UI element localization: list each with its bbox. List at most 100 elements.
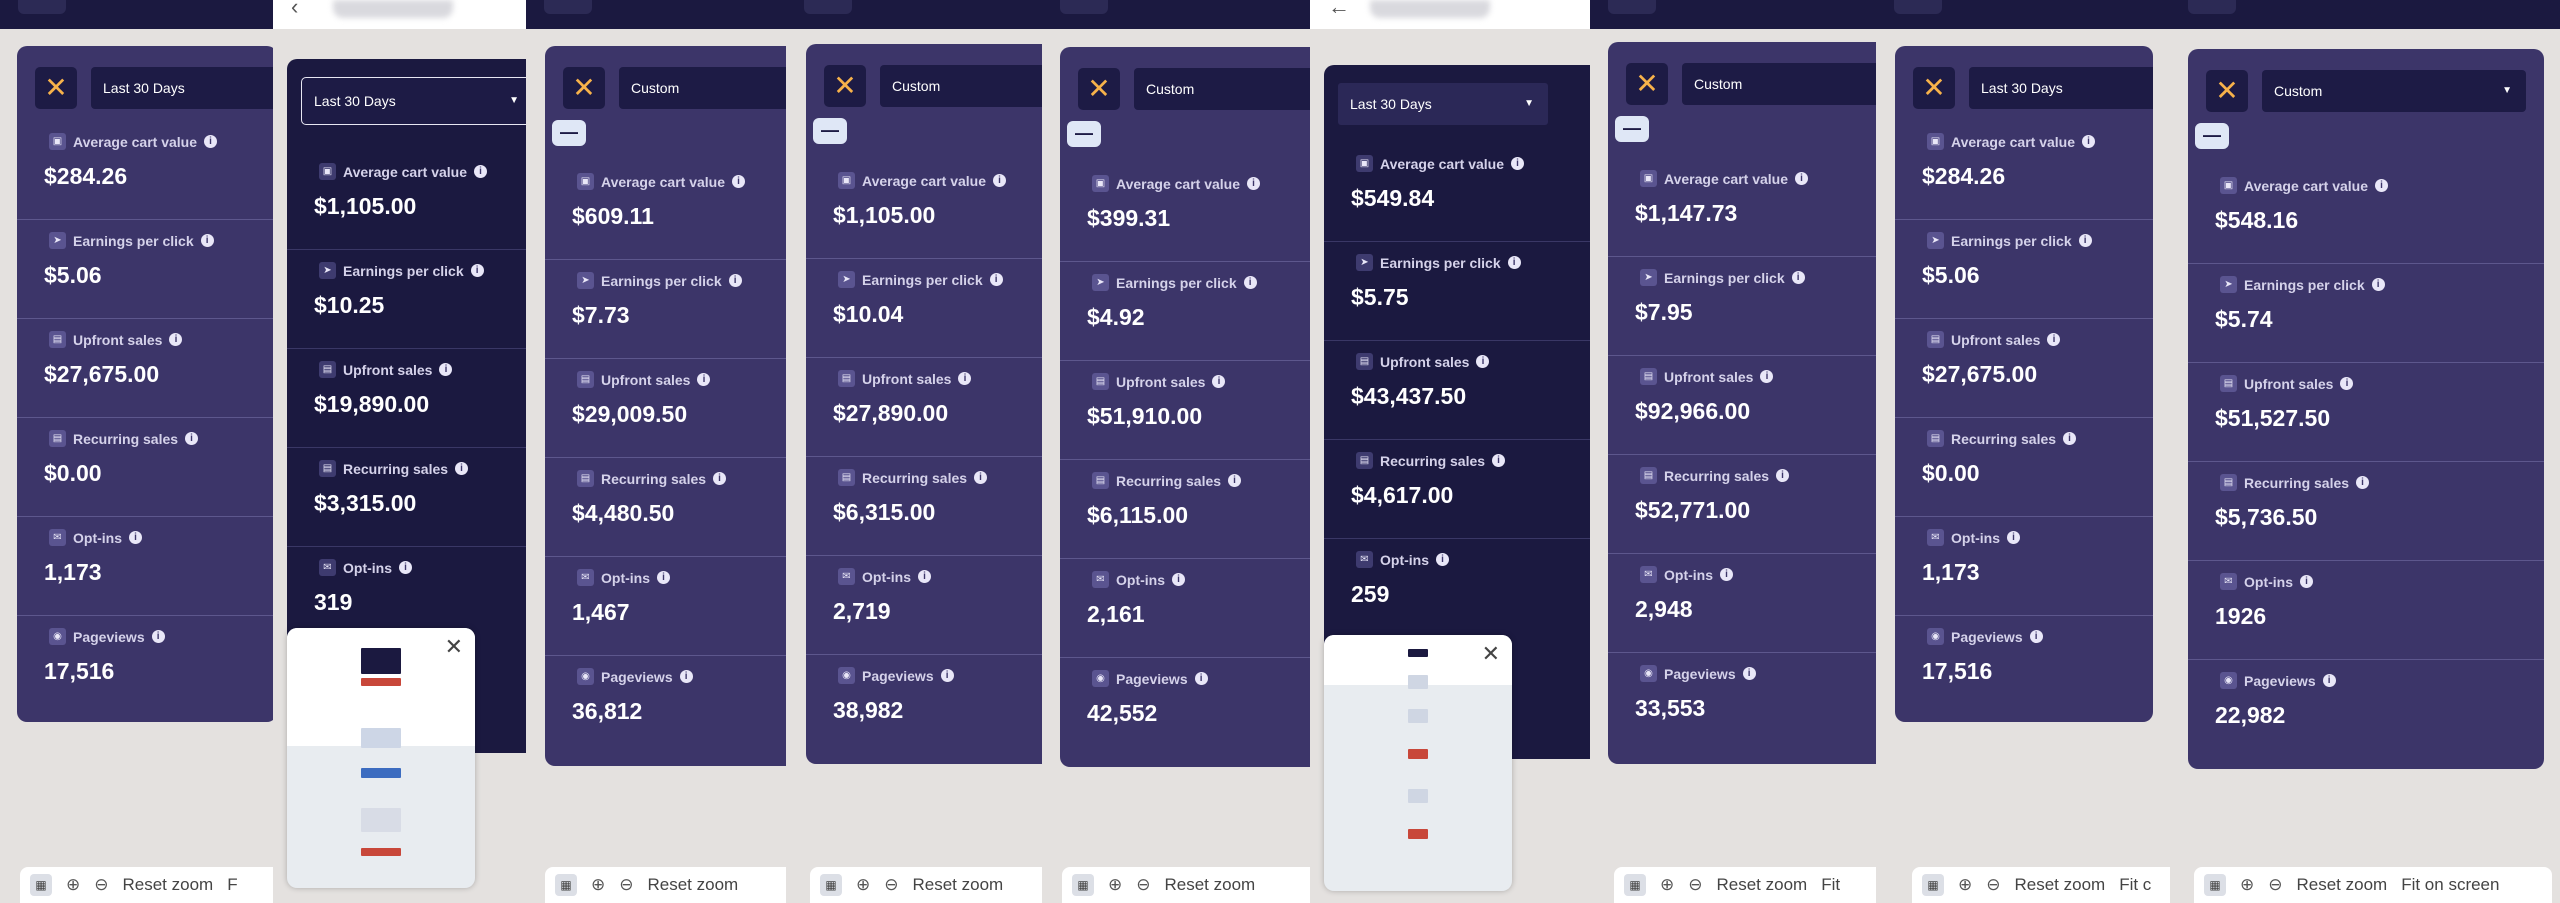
info-icon[interactable]: i bbox=[1791, 271, 1805, 284]
info-icon[interactable]: i bbox=[204, 135, 217, 148]
info-icon[interactable]: i bbox=[1194, 672, 1208, 685]
info-icon[interactable]: i bbox=[169, 333, 183, 346]
date-range-select[interactable]: Last 30 Days ▼ bbox=[301, 77, 526, 125]
top-bar-button[interactable] bbox=[544, 0, 592, 14]
date-range-select[interactable]: Custom bbox=[1682, 63, 1876, 105]
date-range-select[interactable]: Last 30 Days bbox=[1969, 67, 2153, 109]
info-icon[interactable]: i bbox=[470, 264, 484, 277]
top-bar-button[interactable] bbox=[1060, 0, 1108, 14]
info-icon[interactable]: i bbox=[1247, 177, 1260, 190]
info-icon[interactable]: i bbox=[200, 234, 214, 247]
info-icon[interactable]: i bbox=[657, 571, 670, 584]
fit-on-screen-button[interactable]: Fit on screen bbox=[2401, 875, 2500, 894]
map-icon[interactable]: ▦ bbox=[30, 874, 52, 896]
zoom-in-icon[interactable]: ⊕ bbox=[591, 875, 606, 894]
collapse-minus-icon[interactable]: — bbox=[1067, 121, 1101, 147]
map-icon[interactable]: ▦ bbox=[1072, 874, 1094, 896]
info-icon[interactable]: i bbox=[2375, 179, 2388, 192]
info-icon[interactable]: i bbox=[399, 561, 412, 574]
date-range-select[interactable]: Last 30 Days ▼ bbox=[1338, 83, 1548, 125]
info-icon[interactable]: i bbox=[1720, 568, 1733, 581]
zoom-in-icon[interactable]: ⊕ bbox=[1108, 875, 1123, 894]
collapse-minus-icon[interactable]: — bbox=[2195, 123, 2229, 149]
collapse-minus-icon[interactable]: — bbox=[1615, 116, 1649, 142]
zoom-out-icon[interactable]: ⊖ bbox=[619, 875, 634, 894]
info-icon[interactable]: i bbox=[697, 373, 711, 386]
zoom-out-icon[interactable]: ⊖ bbox=[1136, 875, 1151, 894]
date-range-select[interactable]: Last 30 Days bbox=[91, 67, 273, 109]
zoom-out-icon[interactable]: ⊖ bbox=[1986, 875, 2001, 894]
info-icon[interactable]: i bbox=[2082, 135, 2095, 148]
date-range-select[interactable]: Custom bbox=[880, 65, 1042, 107]
info-icon[interactable]: i bbox=[713, 472, 727, 485]
close-icon[interactable]: ✕ bbox=[1481, 641, 1500, 666]
info-icon[interactable]: i bbox=[679, 670, 693, 683]
info-icon[interactable]: i bbox=[1511, 157, 1524, 170]
reset-zoom-button[interactable]: Reset zoom bbox=[1716, 875, 1808, 894]
info-icon[interactable]: i bbox=[2063, 432, 2077, 445]
info-icon[interactable]: i bbox=[2300, 575, 2313, 588]
info-icon[interactable]: i bbox=[2356, 476, 2370, 489]
zoom-in-icon[interactable]: ⊕ bbox=[856, 875, 871, 894]
fit-on-screen-button[interactable]: F bbox=[227, 875, 238, 894]
info-icon[interactable]: i bbox=[2047, 333, 2061, 346]
info-icon[interactable]: i bbox=[993, 174, 1006, 187]
info-icon[interactable]: i bbox=[2078, 234, 2092, 247]
zoom-in-icon[interactable]: ⊕ bbox=[66, 875, 81, 894]
info-icon[interactable]: i bbox=[185, 432, 199, 445]
map-icon[interactable]: ▦ bbox=[820, 874, 842, 896]
page-thumbnail[interactable] bbox=[1408, 649, 1428, 881]
zoom-out-icon[interactable]: ⊖ bbox=[1688, 875, 1703, 894]
close-x-icon[interactable]: ✕ bbox=[1626, 63, 1668, 105]
info-icon[interactable]: i bbox=[1492, 454, 1506, 467]
zoom-out-icon[interactable]: ⊖ bbox=[2268, 875, 2283, 894]
zoom-in-icon[interactable]: ⊕ bbox=[1958, 875, 1973, 894]
close-x-icon[interactable]: ✕ bbox=[35, 67, 77, 109]
reset-zoom-button[interactable]: Reset zoom bbox=[122, 875, 214, 894]
zoom-in-icon[interactable]: ⊕ bbox=[1660, 875, 1675, 894]
map-icon[interactable]: ▦ bbox=[2204, 874, 2226, 896]
date-range-select[interactable]: Custom bbox=[619, 67, 786, 109]
info-icon[interactable]: i bbox=[940, 669, 954, 682]
info-icon[interactable]: i bbox=[989, 273, 1003, 286]
reset-zoom-button[interactable]: Reset zoom bbox=[912, 875, 1004, 894]
map-icon[interactable]: ▦ bbox=[1624, 874, 1646, 896]
date-range-select[interactable]: Custom ▼ bbox=[2262, 70, 2526, 112]
info-icon[interactable]: i bbox=[2007, 531, 2020, 544]
reset-zoom-button[interactable]: Reset zoom bbox=[2014, 875, 2106, 894]
top-bar-button[interactable] bbox=[804, 0, 852, 14]
info-icon[interactable]: i bbox=[474, 165, 487, 178]
reset-zoom-button[interactable]: Reset zoom bbox=[1164, 875, 1256, 894]
collapse-minus-icon[interactable]: — bbox=[813, 118, 847, 144]
close-x-icon[interactable]: ✕ bbox=[1913, 67, 1955, 109]
zoom-out-icon[interactable]: ⊖ bbox=[884, 875, 899, 894]
top-bar-button[interactable] bbox=[18, 0, 66, 14]
info-icon[interactable]: i bbox=[2340, 377, 2354, 390]
fit-on-screen-button[interactable]: Fit bbox=[1821, 875, 1841, 894]
top-bar-button[interactable] bbox=[1894, 0, 1942, 14]
back-arrow-icon[interactable]: ← bbox=[1328, 0, 1350, 19]
info-icon[interactable]: i bbox=[1243, 276, 1257, 289]
close-x-icon[interactable]: ✕ bbox=[824, 65, 866, 107]
zoom-out-icon[interactable]: ⊖ bbox=[94, 875, 109, 894]
info-icon[interactable]: i bbox=[1212, 375, 1226, 388]
info-icon[interactable]: i bbox=[1228, 474, 1242, 487]
close-x-icon[interactable]: ✕ bbox=[563, 67, 605, 109]
top-bar-button[interactable] bbox=[1608, 0, 1656, 14]
page-thumbnail[interactable] bbox=[361, 648, 401, 878]
info-icon[interactable]: i bbox=[1507, 256, 1521, 269]
close-x-icon[interactable]: ✕ bbox=[2206, 70, 2248, 112]
close-x-icon[interactable]: ✕ bbox=[1078, 68, 1120, 110]
info-icon[interactable]: i bbox=[2322, 674, 2336, 687]
fit-on-screen-button[interactable]: Fit c bbox=[2119, 875, 2152, 894]
info-icon[interactable]: i bbox=[2371, 278, 2385, 291]
zoom-in-icon[interactable]: ⊕ bbox=[2240, 875, 2255, 894]
info-icon[interactable]: i bbox=[1795, 172, 1808, 185]
info-icon[interactable]: i bbox=[129, 531, 142, 544]
info-icon[interactable]: i bbox=[439, 363, 453, 376]
info-icon[interactable]: i bbox=[1476, 355, 1490, 368]
date-range-select[interactable]: Custom bbox=[1134, 68, 1310, 110]
map-icon[interactable]: ▦ bbox=[555, 874, 577, 896]
info-icon[interactable]: i bbox=[958, 372, 972, 385]
back-arrow-icon[interactable]: ‹ bbox=[291, 0, 299, 19]
